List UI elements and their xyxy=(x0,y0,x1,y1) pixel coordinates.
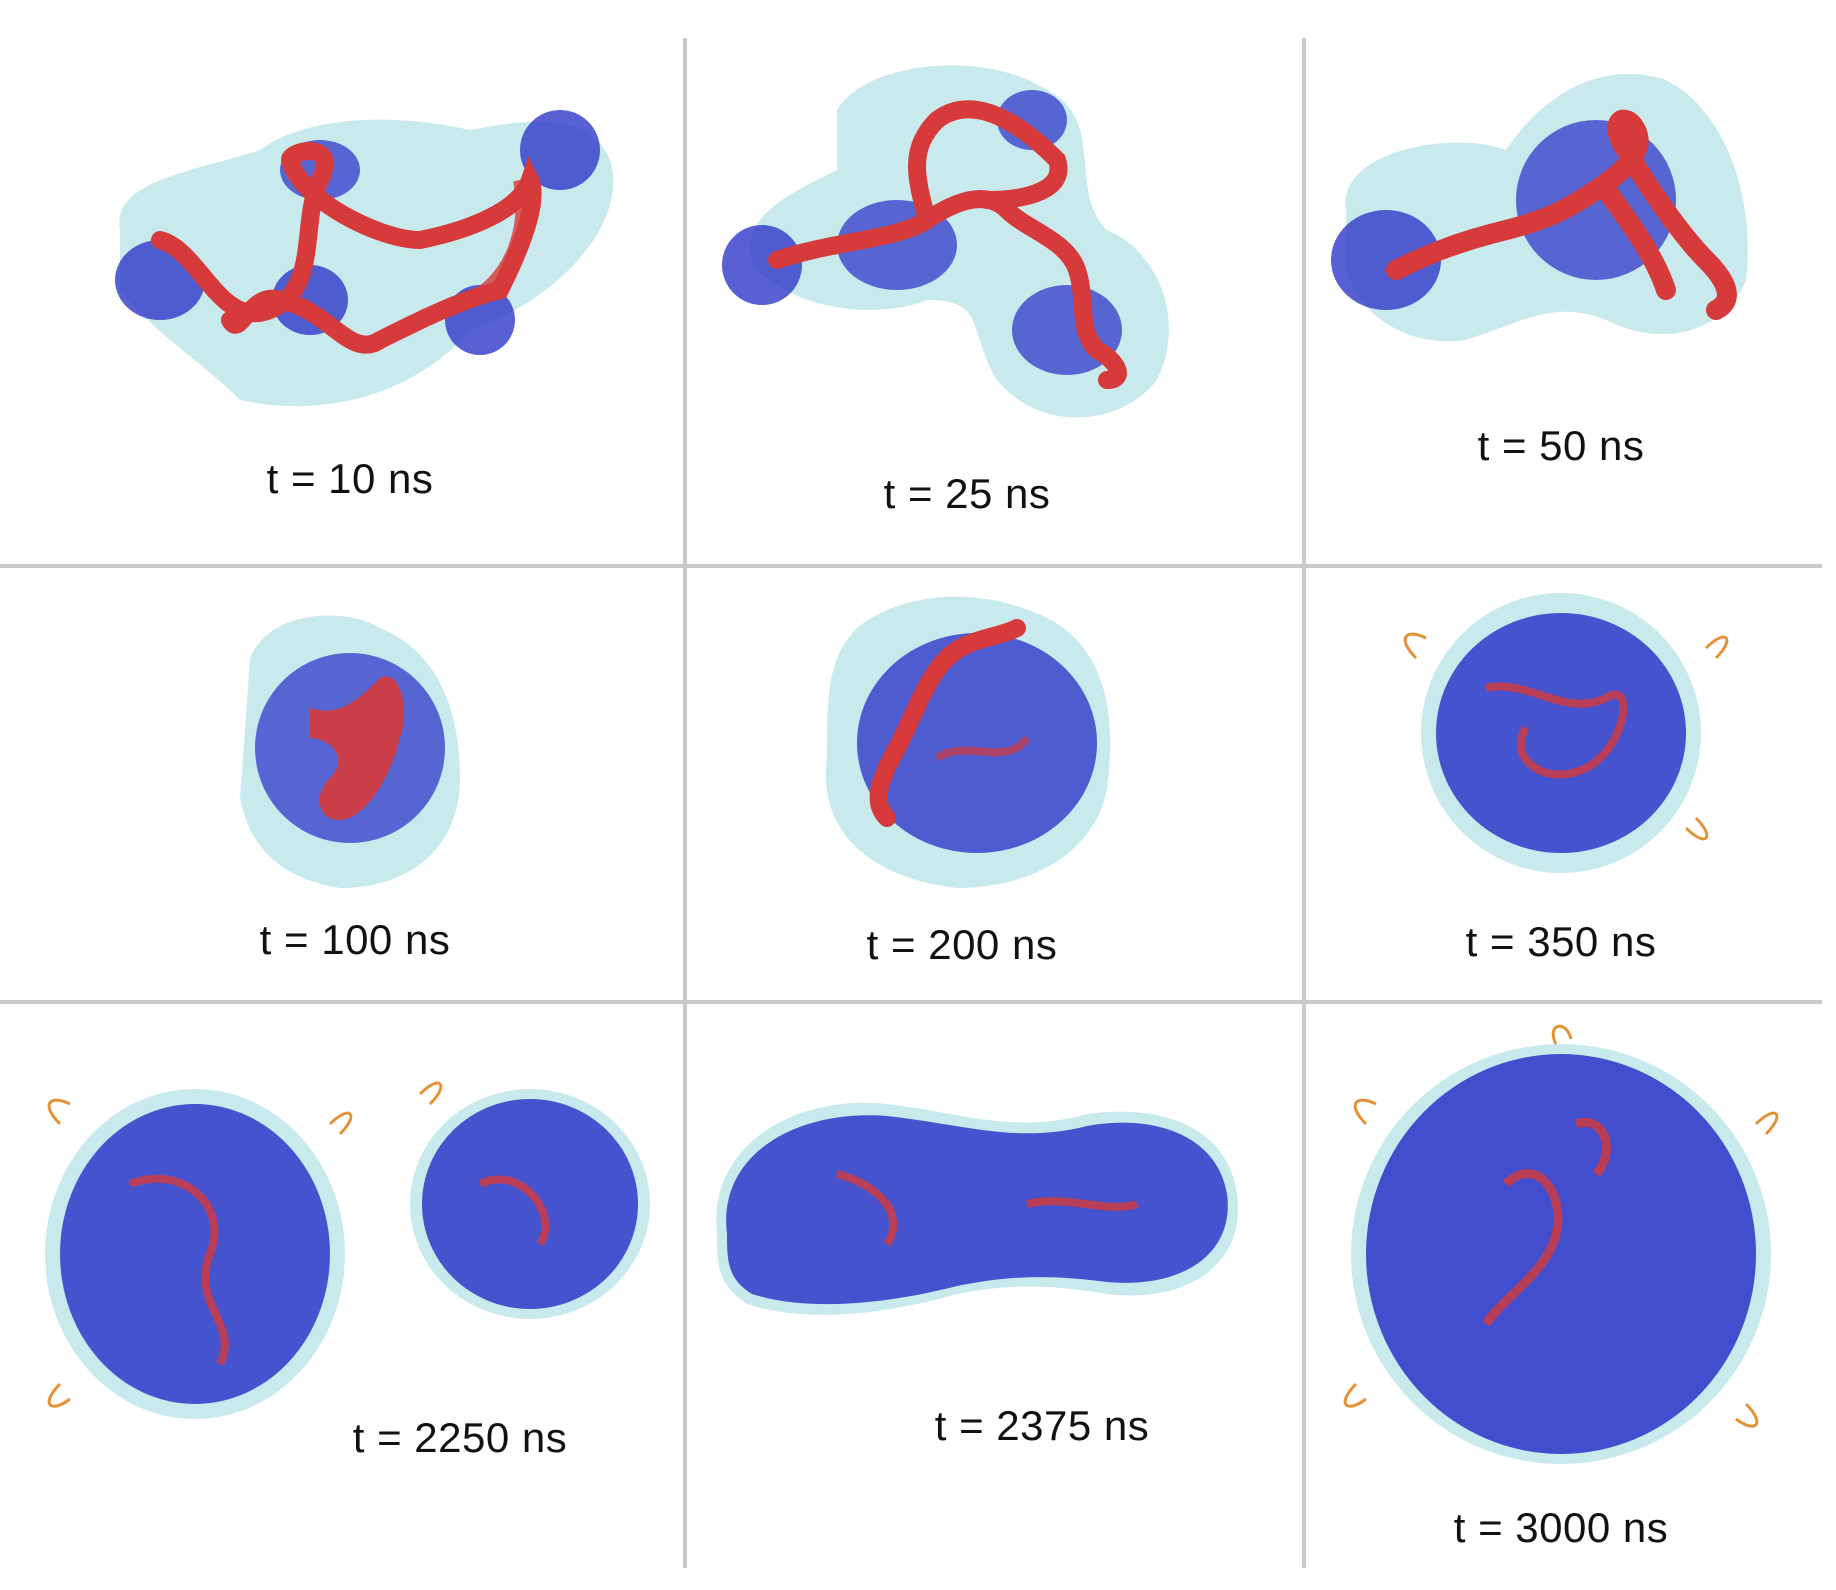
panel-t200: t = 200 ns xyxy=(687,568,1302,1000)
panel-t100: t = 100 ns xyxy=(0,568,683,1000)
panel-label-t2375: t = 2375 ns xyxy=(934,1402,1150,1449)
panel-label-t2250: t = 2250 ns xyxy=(352,1414,568,1461)
panel-t2250: t = 2250 ns xyxy=(0,1004,683,1568)
panel-t50: t = 50 ns xyxy=(1306,0,1822,564)
panel-t2375: t = 2375 ns xyxy=(687,1004,1302,1568)
panel-label-t10: t = 10 ns xyxy=(266,455,434,502)
snapshot-image-t2250 xyxy=(45,1081,650,1419)
panel-label-t200: t = 200 ns xyxy=(866,921,1058,968)
panel-label-t50: t = 50 ns xyxy=(1477,422,1645,469)
vertical-divider-right xyxy=(1302,38,1306,1568)
panel-t10: t = 10 ns xyxy=(0,0,683,564)
panel-t3000: t = 3000 ns xyxy=(1306,1004,1822,1568)
snapshot-image-t100 xyxy=(240,615,460,888)
panel-t25: t = 25 ns xyxy=(687,0,1302,564)
snapshot-image-t50 xyxy=(1331,73,1748,342)
panel-label-t350: t = 350 ns xyxy=(1465,918,1657,965)
panel-t350: t = 350 ns xyxy=(1306,568,1822,1000)
panel-label-t100: t = 100 ns xyxy=(259,916,451,963)
vertical-divider-left xyxy=(683,38,687,1568)
snapshot-image-t2375 xyxy=(716,1102,1239,1315)
snapshot-image-t350 xyxy=(1403,593,1729,873)
snapshot-image-t10 xyxy=(115,110,614,407)
panel-label-t3000: t = 3000 ns xyxy=(1453,1504,1669,1551)
horizontal-divider-top xyxy=(0,564,1822,568)
snapshot-image-t200 xyxy=(825,596,1111,888)
horizontal-divider-bottom xyxy=(0,1000,1822,1004)
snapshot-image-t25 xyxy=(722,65,1169,418)
snapshot-image-t3000 xyxy=(1343,1025,1779,1464)
panel-label-t25: t = 25 ns xyxy=(883,470,1051,517)
